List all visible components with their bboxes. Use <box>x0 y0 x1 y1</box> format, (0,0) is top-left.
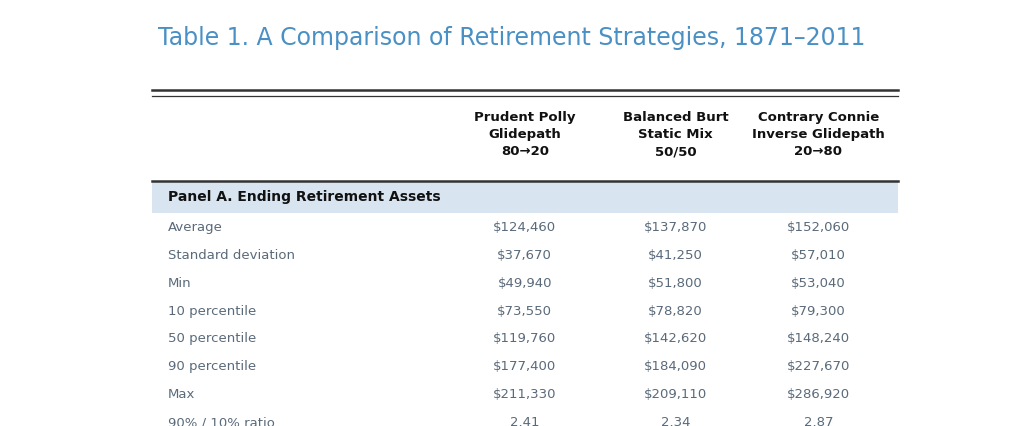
Text: 50 percentile: 50 percentile <box>168 332 256 345</box>
Text: Standard deviation: Standard deviation <box>168 249 295 262</box>
Text: Contrary Connie
Inverse Glidepath
20→80: Contrary Connie Inverse Glidepath 20→80 <box>752 111 885 158</box>
Text: Average: Average <box>168 221 222 234</box>
Text: 2.41: 2.41 <box>510 416 540 426</box>
Text: $57,010: $57,010 <box>791 249 846 262</box>
Text: $211,330: $211,330 <box>493 388 557 401</box>
Text: 90 percentile: 90 percentile <box>168 360 256 373</box>
Text: 2.34: 2.34 <box>660 416 690 426</box>
Text: 2.87: 2.87 <box>804 416 834 426</box>
Text: $148,240: $148,240 <box>786 332 850 345</box>
Text: $78,820: $78,820 <box>648 305 702 317</box>
Text: $41,250: $41,250 <box>648 249 703 262</box>
Text: $209,110: $209,110 <box>644 388 708 401</box>
Bar <box>152 181 898 213</box>
Text: $51,800: $51,800 <box>648 277 702 290</box>
Text: $286,920: $286,920 <box>786 388 850 401</box>
Text: Prudent Polly
Glidepath
80→20: Prudent Polly Glidepath 80→20 <box>474 111 575 158</box>
Text: Panel A. Ending Retirement Assets: Panel A. Ending Retirement Assets <box>168 190 440 204</box>
Text: Table 1. A Comparison of Retirement Strategies, 1871–2011: Table 1. A Comparison of Retirement Stra… <box>159 26 865 49</box>
Text: $53,040: $53,040 <box>792 277 846 290</box>
Text: $119,760: $119,760 <box>494 332 556 345</box>
Text: $137,870: $137,870 <box>644 221 708 234</box>
Text: $142,620: $142,620 <box>644 332 708 345</box>
Text: Max: Max <box>168 388 195 401</box>
Text: $152,060: $152,060 <box>786 221 850 234</box>
Text: Balanced Burt
Static Mix
50/50: Balanced Burt Static Mix 50/50 <box>623 111 728 158</box>
Text: 10 percentile: 10 percentile <box>168 305 256 317</box>
Text: $177,400: $177,400 <box>494 360 556 373</box>
Text: $37,670: $37,670 <box>498 249 552 262</box>
Text: $79,300: $79,300 <box>792 305 846 317</box>
Text: Min: Min <box>168 277 191 290</box>
Text: $227,670: $227,670 <box>786 360 850 373</box>
Text: $49,940: $49,940 <box>498 277 552 290</box>
Text: 90% / 10% ratio: 90% / 10% ratio <box>168 416 274 426</box>
Text: $184,090: $184,090 <box>644 360 708 373</box>
Text: $124,460: $124,460 <box>494 221 556 234</box>
Text: $73,550: $73,550 <box>498 305 552 317</box>
